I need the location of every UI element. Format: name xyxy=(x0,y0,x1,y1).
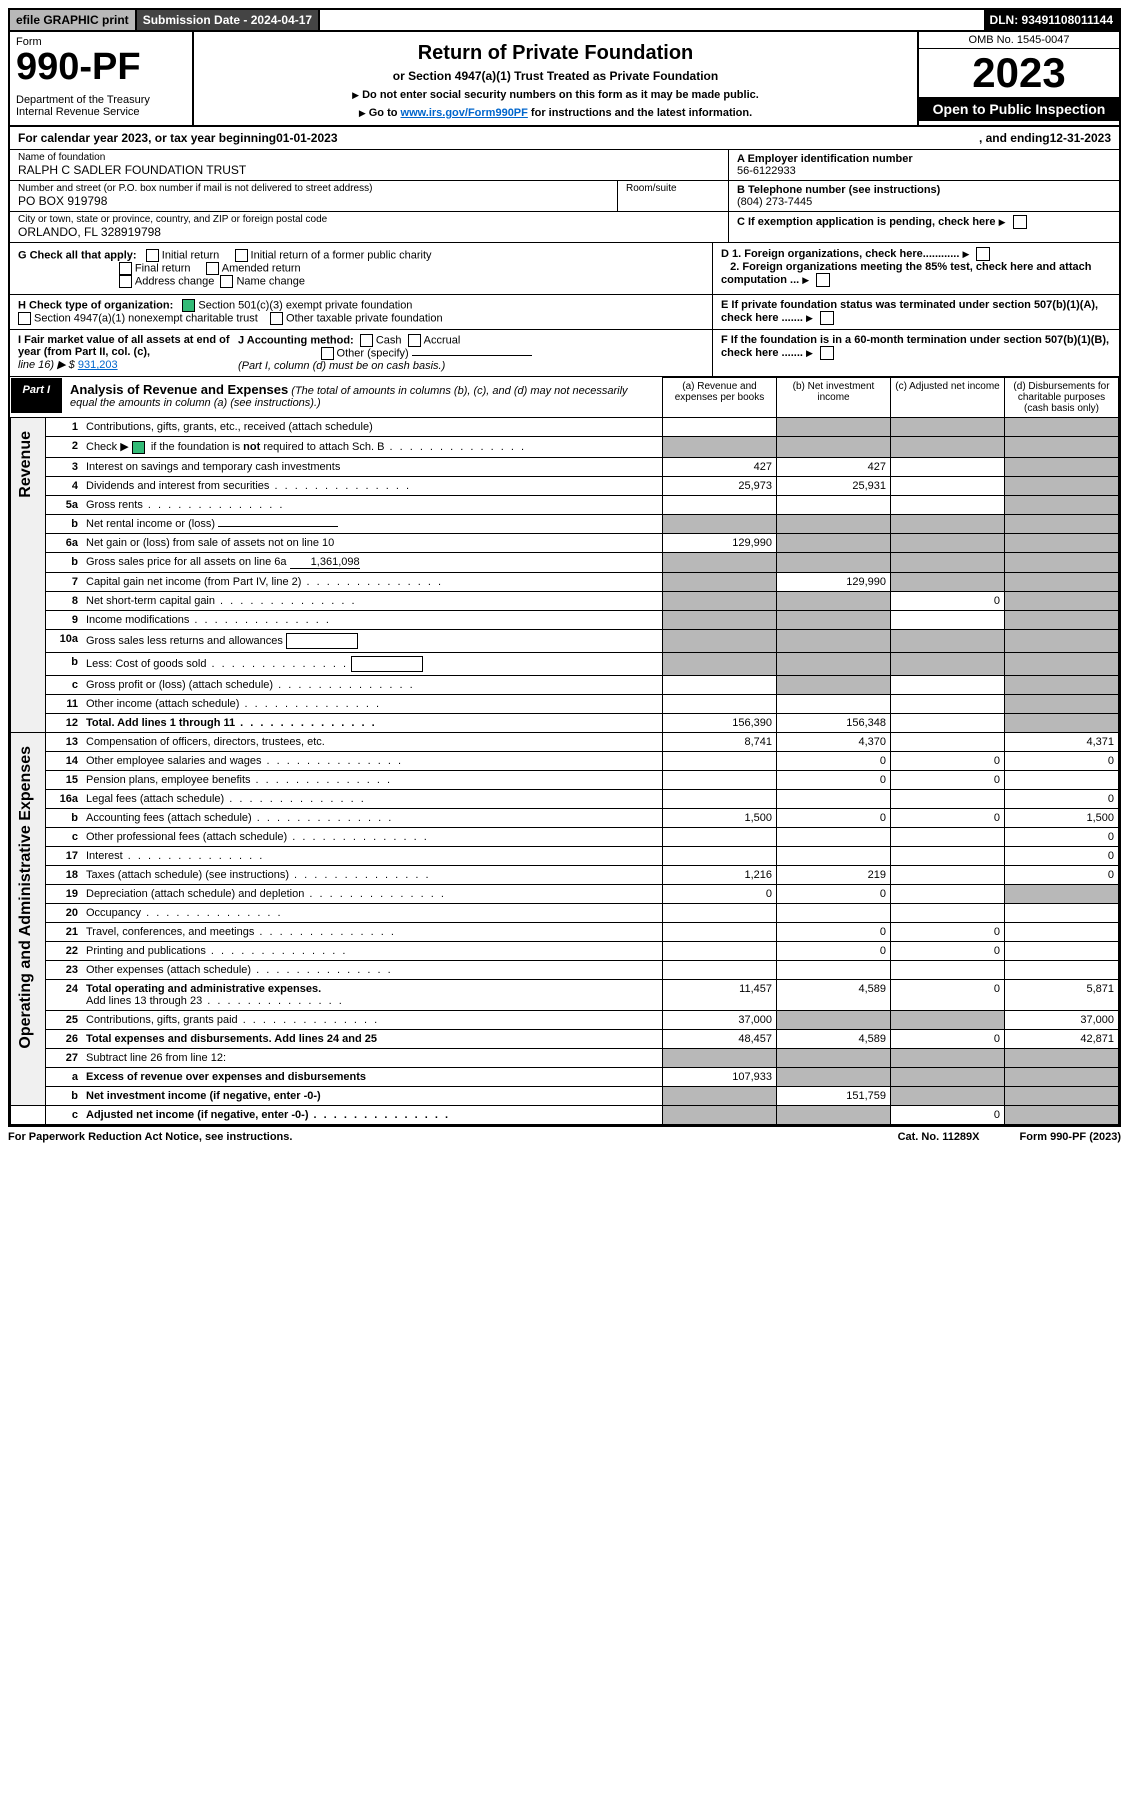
form-ref: Form 990-PF (2023) xyxy=(1020,1131,1121,1143)
name-label: Name of foundation xyxy=(10,150,728,163)
cb-amended[interactable] xyxy=(206,262,219,275)
room-label: Room/suite xyxy=(618,181,728,194)
instr-ssn: Do not enter social security numbers on … xyxy=(200,89,911,101)
ein-block: A Employer identification number56-61229… xyxy=(729,150,1119,181)
col-c: (c) Adjusted net income xyxy=(891,378,1005,418)
cb-4947[interactable] xyxy=(18,312,31,325)
street-address: PO BOX 919798 xyxy=(10,194,617,211)
cb-initial-public[interactable] xyxy=(235,249,248,262)
cb-e[interactable] xyxy=(820,311,834,325)
form-number: 990-PF xyxy=(16,48,186,86)
foundation-name: RALPH C SADLER FOUNDATION TRUST xyxy=(10,163,728,180)
side-revenue: Revenue xyxy=(15,421,37,508)
cb-d1[interactable] xyxy=(976,247,990,261)
irs-link[interactable]: www.irs.gov/Form990PF xyxy=(401,107,528,119)
dln: DLN: 93491108011144 xyxy=(984,10,1119,30)
addr-label: Number and street (or P.O. box number if… xyxy=(10,181,617,194)
city-state-zip: ORLANDO, FL 328919798 xyxy=(10,225,728,242)
col-b: (b) Net investment income xyxy=(777,378,891,418)
form-container: efile GRAPHIC print Submission Date - 20… xyxy=(8,8,1121,1127)
submission-date: Submission Date - 2024-04-17 xyxy=(137,10,320,30)
omb-number: OMB No. 1545-0047 xyxy=(919,32,1119,49)
exemption-pending: C If exemption application is pending, c… xyxy=(729,212,1119,232)
dept-treasury: Department of the Treasury xyxy=(16,94,186,106)
footer: For Paperwork Reduction Act Notice, see … xyxy=(8,1127,1121,1143)
cb-d2[interactable] xyxy=(816,273,830,287)
part1-table: Part I Analysis of Revenue and Expenses … xyxy=(10,377,1119,1125)
open-inspection: Open to Public Inspection xyxy=(919,97,1119,121)
cat-no: Cat. No. 11289X xyxy=(898,1131,980,1143)
instr-link: Go to www.irs.gov/Form990PF for instruct… xyxy=(200,107,911,119)
check-c[interactable] xyxy=(1013,215,1027,229)
cb-accrual[interactable] xyxy=(408,334,421,347)
cb-cash[interactable] xyxy=(360,334,373,347)
pra-notice: For Paperwork Reduction Act Notice, see … xyxy=(8,1131,898,1143)
cb-other-taxable[interactable] xyxy=(270,312,283,325)
section-h-e: H Check type of organization: Section 50… xyxy=(10,295,1119,330)
section-i-j-f: I Fair market value of all assets at end… xyxy=(10,330,1119,377)
top-bar: efile GRAPHIC print Submission Date - 20… xyxy=(10,10,1119,32)
phone-block: B Telephone number (see instructions)(80… xyxy=(729,181,1119,212)
col-a: (a) Revenue and expenses per books xyxy=(663,378,777,418)
identity-block: Name of foundation RALPH C SADLER FOUNDA… xyxy=(10,150,1119,243)
form-title: Return of Private Foundation xyxy=(200,42,911,65)
cb-501c3[interactable] xyxy=(182,299,195,312)
cb-other-method[interactable] xyxy=(321,347,334,360)
city-label: City or town, state or province, country… xyxy=(10,212,728,225)
efile-print-btn[interactable]: efile GRAPHIC print xyxy=(10,10,137,30)
cb-address[interactable] xyxy=(119,275,132,288)
form-subtitle: or Section 4947(a)(1) Trust Treated as P… xyxy=(200,69,911,83)
cb-name[interactable] xyxy=(220,275,233,288)
form-header: Form 990-PF Department of the Treasury I… xyxy=(10,32,1119,127)
section-g-d: G Check all that apply: Initial return I… xyxy=(10,243,1119,295)
tax-year: 2023 xyxy=(919,49,1119,97)
part1-label: Part I xyxy=(11,378,63,413)
part1-title: Analysis of Revenue and Expenses (The to… xyxy=(62,378,662,413)
irs: Internal Revenue Service xyxy=(16,106,186,118)
cb-final[interactable] xyxy=(119,262,132,275)
calendar-year-row: For calendar year 2023, or tax year begi… xyxy=(10,127,1119,150)
cb-schb[interactable] xyxy=(132,441,145,454)
side-expenses: Operating and Administrative Expenses xyxy=(15,736,37,1059)
cb-initial[interactable] xyxy=(146,249,159,262)
col-d: (d) Disbursements for charitable purpose… xyxy=(1005,378,1119,418)
cb-f[interactable] xyxy=(820,346,834,360)
fmv-value[interactable]: 931,203 xyxy=(78,359,118,371)
